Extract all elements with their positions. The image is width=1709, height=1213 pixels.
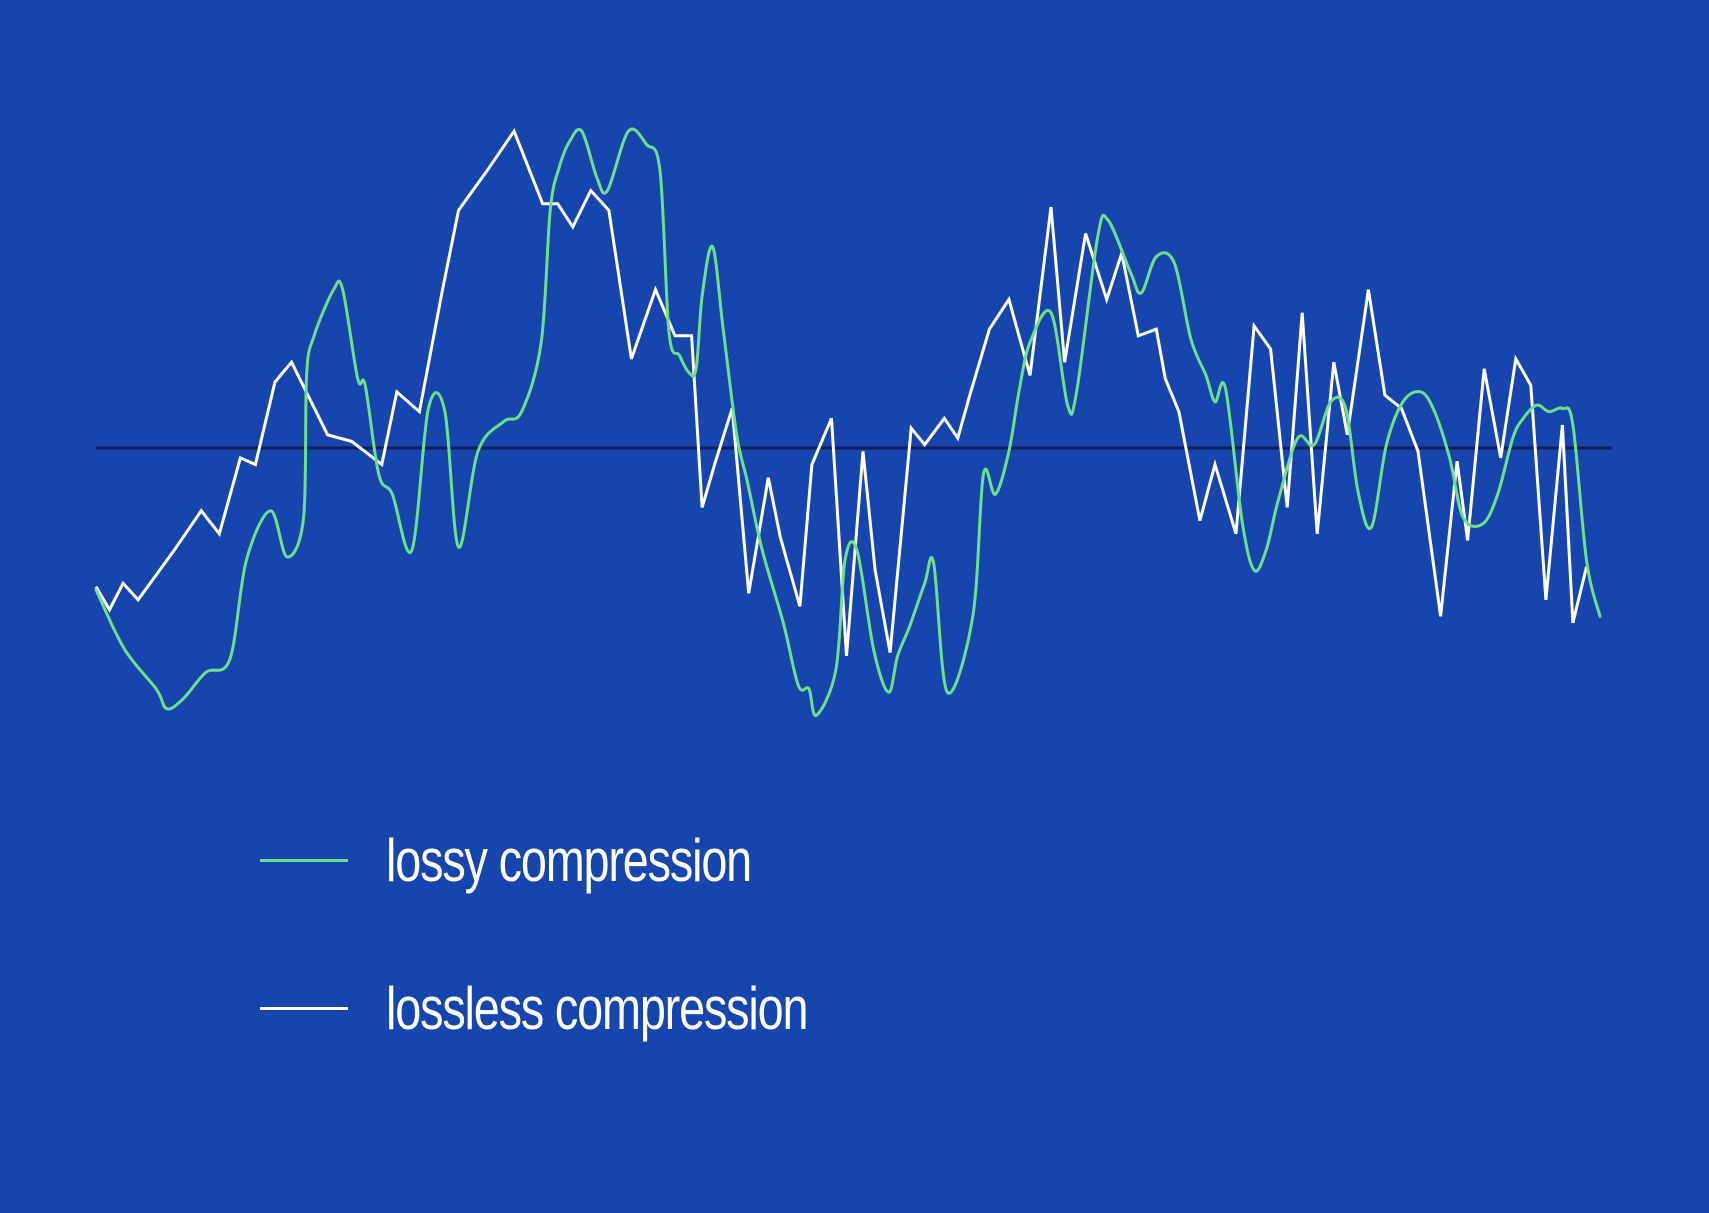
- lossless-compression-line: [94, 128, 1588, 657]
- lossy-compression-line: [94, 127, 1602, 717]
- legend-swatch-lossless: [260, 1006, 348, 1010]
- legend-item-lossy: lossy compression: [260, 820, 854, 900]
- legend-item-lossless: lossless compression: [260, 968, 926, 1048]
- legend-swatch-lossy: [260, 858, 348, 862]
- legend-label-lossy: lossy compression: [386, 826, 752, 894]
- legend-label-lossless: lossless compression: [386, 974, 809, 1042]
